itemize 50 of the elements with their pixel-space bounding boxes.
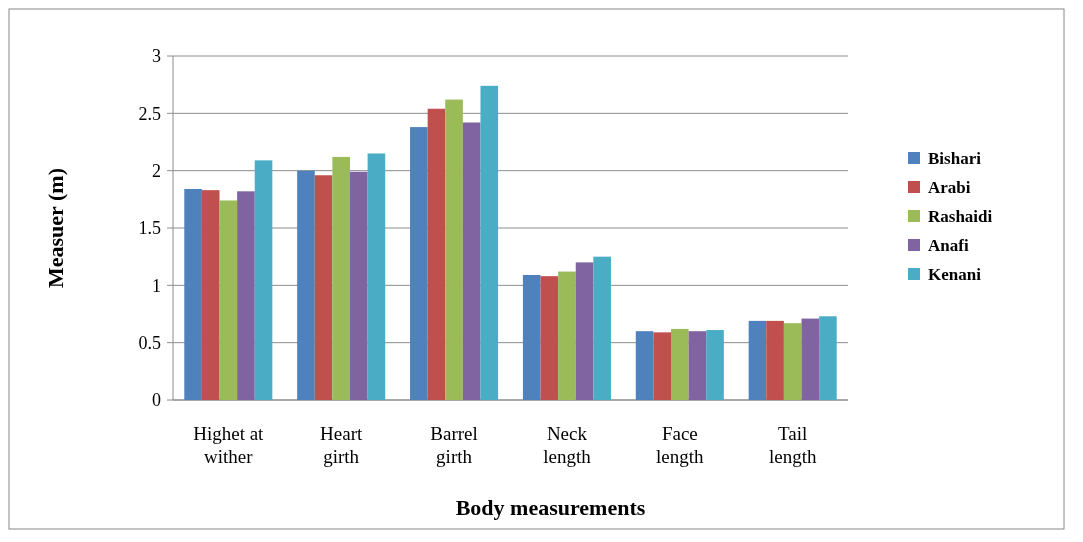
x-tick-label: Barrel girth (430, 423, 478, 467)
bar (297, 170, 315, 400)
y-tick-label: 0 (152, 390, 161, 411)
bar (748, 320, 767, 400)
y-tick-label: 2 (152, 160, 161, 181)
x-tick-label: Neck length (543, 423, 592, 467)
y-tick-label: 3 (152, 46, 161, 67)
bar (427, 108, 446, 400)
bar (783, 323, 802, 400)
x-tick-label: Heart girth (320, 423, 363, 467)
bar (462, 122, 481, 400)
y-tick-label: 2.5 (138, 103, 161, 124)
x-tick-label: Face length (656, 423, 705, 467)
y-tick-label: 1 (152, 275, 161, 296)
bar (367, 153, 386, 400)
bar (558, 271, 576, 400)
x-tick-label: Tail length (768, 423, 817, 467)
bar (819, 316, 837, 400)
legend-label: Kenani (928, 264, 982, 284)
bar (635, 331, 654, 400)
y-tick-label: 1.5 (138, 218, 161, 239)
x-axis-title: Body measurements (455, 495, 646, 520)
bar (349, 171, 368, 400)
bar (332, 156, 350, 400)
bar (184, 189, 202, 400)
bar (540, 276, 559, 400)
bar (593, 256, 611, 400)
bar (706, 330, 724, 400)
legend-label: Bishari (928, 148, 982, 168)
bar (801, 318, 820, 400)
legend-label: Anafi (928, 235, 969, 255)
bar (219, 200, 238, 400)
y-tick-label: 0.5 (138, 332, 161, 353)
bar (254, 160, 273, 400)
bar (201, 190, 220, 400)
bar (314, 175, 333, 400)
bar (522, 275, 541, 400)
bar (410, 127, 428, 400)
bar (575, 262, 594, 400)
bar (480, 85, 499, 400)
bar (237, 191, 255, 400)
x-tick-label: Highet at wither (193, 423, 265, 467)
legend-label: Arabi (928, 177, 971, 197)
bar (445, 99, 463, 400)
legend-label: Rashaidi (928, 206, 993, 226)
y-axis-title: Measuer (m) (43, 168, 68, 288)
bar (671, 328, 689, 400)
bar (688, 331, 707, 400)
bar (766, 320, 784, 400)
bar (653, 332, 672, 400)
